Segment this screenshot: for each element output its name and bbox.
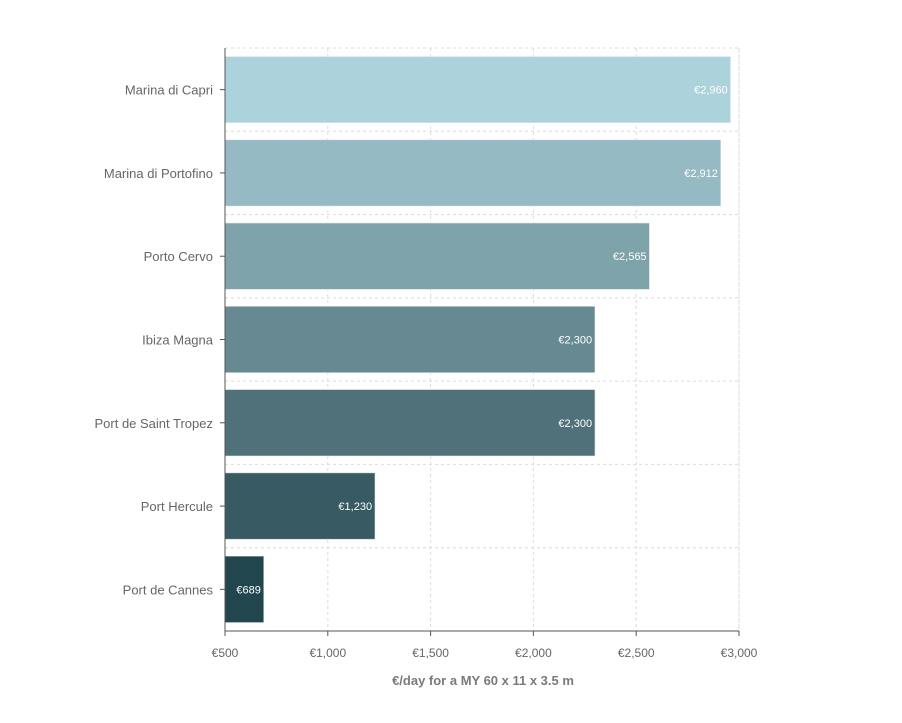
x-tick-label: €2,500 <box>618 646 655 660</box>
bar <box>224 388 596 457</box>
bar <box>224 222 651 291</box>
x-tick-label: €3,000 <box>721 646 758 660</box>
x-tick-label: €2,000 <box>515 646 552 660</box>
value-label: €689 <box>236 584 260 596</box>
value-label: €2,300 <box>558 418 592 430</box>
bar <box>224 55 732 124</box>
bars: €2,960 €2,912 €2,565 €2,300 €2,300 €1,230 €689 <box>224 55 732 624</box>
x-tick-label: €1,500 <box>412 646 449 660</box>
value-label: €2,300 <box>558 335 592 347</box>
value-label: €2,912 <box>684 168 718 180</box>
axes: Marina di Capri Marina di Portofino Porto … <box>94 48 758 660</box>
x-tick-label: €500 <box>212 646 239 660</box>
category-label: Port de Cannes <box>123 582 214 597</box>
value-label: €1,230 <box>338 501 372 513</box>
value-label: €2,960 <box>694 85 728 97</box>
category-label: Port de Saint Tropez <box>94 416 213 431</box>
category-label: Port Hercule <box>141 499 213 514</box>
category-label: Marina di Capri <box>125 83 213 98</box>
category-label: Ibiza Magna <box>142 333 214 348</box>
bar <box>224 555 265 624</box>
category-label: Porto Cervo <box>144 249 213 264</box>
category-label: Marina di Portofino <box>104 166 213 181</box>
bar <box>224 472 376 540</box>
x-axis-title: €/day for a MY 60 x 11 x 3.5 m <box>392 673 574 688</box>
x-tick-label: €1,000 <box>309 646 346 660</box>
bar <box>224 305 596 374</box>
bar <box>224 139 722 207</box>
value-label: €2,565 <box>613 251 647 263</box>
